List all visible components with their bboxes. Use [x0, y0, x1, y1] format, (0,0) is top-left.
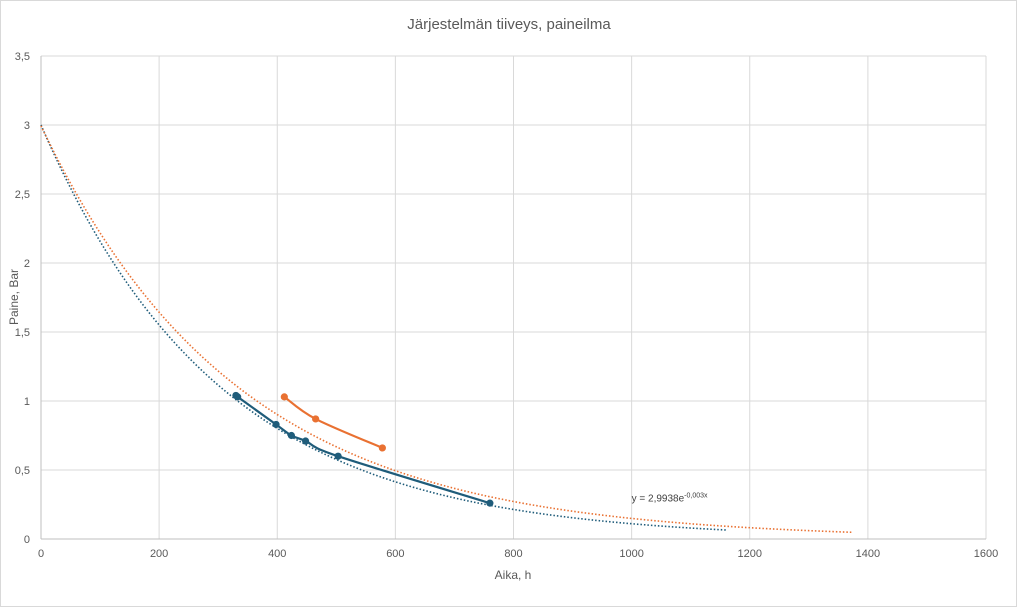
x-tick-label: 0: [38, 548, 44, 560]
data-point-series-2: [280, 393, 288, 401]
y-tick-label: 1,5: [15, 327, 30, 339]
data-point-series-1: [234, 393, 242, 401]
y-tick-label: 2,5: [15, 189, 30, 201]
data-point-series-1: [486, 499, 494, 507]
x-axis-title: Aika, h: [495, 568, 532, 582]
trendline-equation: y = 2,9938e-0,003x: [632, 493, 708, 505]
x-tick-label: 1400: [856, 548, 880, 560]
x-tick-label: 1000: [619, 548, 643, 560]
data-point-series-1: [272, 420, 280, 429]
chart-title: Järjestelmän tiiveys, paineilma: [407, 16, 611, 33]
y-tick-label: 0,5: [15, 465, 30, 477]
tick-labels: 0 200 400 600 800 1000 1200 1400 1600 0 0,5 1 1,5 2 2,…: [15, 51, 999, 560]
series-line-2: [283, 395, 383, 449]
x-tick-label: 1200: [738, 548, 762, 560]
y-tick-label: 0: [24, 534, 30, 546]
y-tick-label: 3: [24, 120, 30, 132]
grid-lines: [41, 55, 987, 539]
data-point-series-1: [334, 452, 342, 460]
x-tick-label: 1600: [974, 548, 998, 560]
x-tick-label: 400: [268, 548, 286, 560]
x-tick-label: 800: [504, 548, 522, 560]
trendline-series-2: [40, 125, 854, 534]
y-tick-label: 3,5: [15, 51, 30, 63]
y-axis-title: Paine, Bar: [7, 269, 21, 325]
data-point-series-1: [302, 437, 310, 445]
x-tick-label: 600: [386, 548, 404, 560]
trendline-series-1: [40, 124, 727, 531]
y-tick-label: 2: [24, 258, 30, 270]
x-tick-label: 200: [150, 548, 168, 560]
data-point-series-1: [287, 431, 296, 440]
y-tick-label: 1: [24, 396, 30, 408]
axes: [40, 56, 986, 540]
data-point-series-2: [378, 444, 386, 452]
trendlines: [40, 124, 854, 534]
data-point-series-2: [312, 415, 320, 423]
data-series: [232, 391, 494, 507]
